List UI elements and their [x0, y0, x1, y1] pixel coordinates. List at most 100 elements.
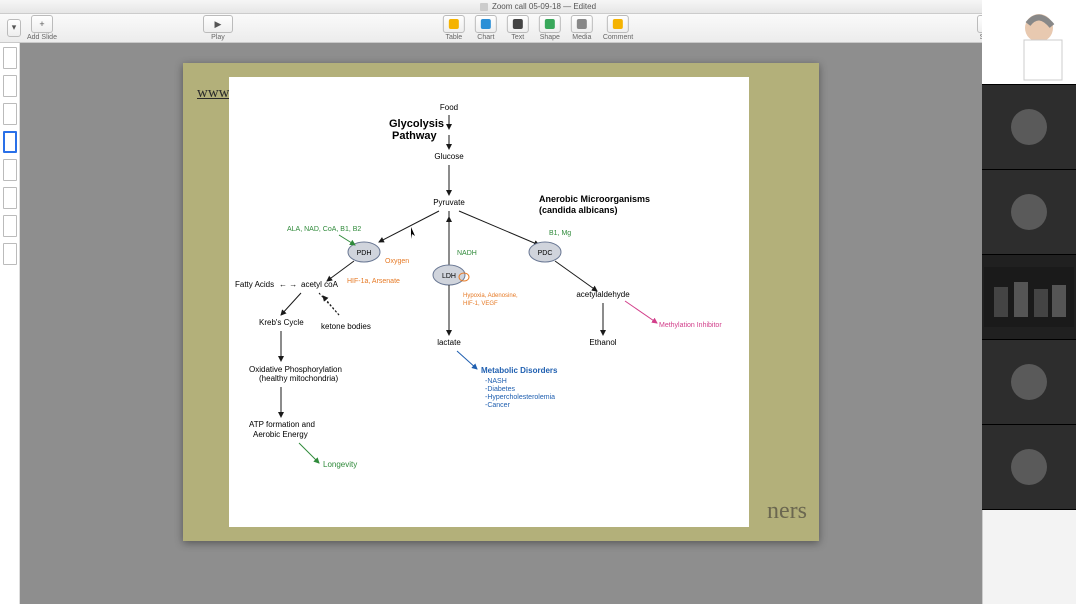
comment-label: Comment [603, 34, 633, 41]
node-krebs: Kreb's Cycle [259, 318, 304, 327]
media-label: Media [572, 34, 591, 41]
node-glucose: Glucose [434, 152, 464, 161]
center-toolbar: Table Chart Text Shape Media Comment [440, 15, 636, 41]
slide-thumbnail[interactable] [3, 75, 17, 97]
anno-nadh: NADH [457, 250, 477, 257]
node-atp1: ATP formation and [249, 420, 315, 429]
toolbar-comment: Comment [603, 15, 633, 41]
text-icon [513, 19, 523, 29]
chart-label: Chart [477, 34, 494, 41]
slide[interactable]: www [183, 63, 819, 541]
node-pdc: PDC [538, 250, 553, 257]
avatar-icon [1011, 194, 1047, 230]
diagram-svg: Glycolysis Pathway Food Glucose Pyruvate… [229, 77, 749, 527]
view-group: ▾ [7, 19, 21, 38]
slide-thumbnail[interactable] [3, 215, 17, 237]
slide-link-text: www [197, 85, 230, 102]
main-toolbar: ▾ + Add Slide ▶ Play Table Chart Text Shape… [0, 14, 1076, 43]
zoom-speaker-tile[interactable] [982, 0, 1076, 85]
chart-icon [481, 19, 491, 29]
slide-thumbnail[interactable] [3, 131, 17, 153]
play-button[interactable]: ▶ [203, 15, 233, 33]
node-food: Food [440, 103, 458, 112]
anno-b1mg: B1, Mg [549, 230, 571, 237]
anno-md4: -Cancer [485, 402, 511, 409]
diagram-title-2: Pathway [392, 130, 438, 142]
node-acetald: acetylaldehyde [576, 290, 630, 299]
node-fattyacids: Fatty Acids [235, 280, 274, 289]
anno-md3: -Hypercholesterolemia [485, 394, 555, 401]
node-anerobic-1: Anerobic Microorganisms [539, 194, 650, 204]
camera-feed [984, 267, 1074, 327]
node-anerobic-2: (candida albicans) [539, 205, 618, 215]
plus-icon: + [39, 19, 44, 29]
node-lactate: lactate [437, 338, 461, 347]
slide-thumbnail[interactable] [3, 103, 17, 125]
slide-thumbnail[interactable] [3, 187, 17, 209]
add-slide-group: + Add Slide [27, 15, 57, 41]
chart-button[interactable] [475, 15, 497, 33]
toolbar-shape: Shape [539, 15, 561, 41]
node-ldh: LDH [442, 273, 456, 280]
zoom-participant-tile[interactable] [982, 425, 1076, 510]
media-icon [577, 19, 587, 29]
anno-md2: -Diabetes [485, 386, 515, 393]
slide-thumbnail[interactable] [3, 47, 17, 69]
window-titlebar: Zoom call 05-09-18 — Edited [0, 0, 1076, 14]
toolbar-media: Media [571, 15, 593, 41]
media-button[interactable] [571, 15, 593, 33]
play-label: Play [211, 34, 225, 41]
node-atp2: Aerobic Energy [253, 430, 308, 439]
zoom-video-panel [982, 0, 1076, 510]
diagram: Glycolysis Pathway Food Glucose Pyruvate… [229, 77, 749, 527]
shape-icon [545, 19, 555, 29]
toolbar-table: Table [443, 15, 465, 41]
add-slide-label: Add Slide [27, 34, 57, 41]
table-icon [449, 19, 459, 29]
table-button[interactable] [443, 15, 465, 33]
window-title: Zoom call 05-09-18 — Edited [492, 2, 596, 11]
node-ketone: ketone bodies [321, 322, 371, 331]
node-pdh: PDH [357, 250, 372, 257]
anno-hif1: HIF-1a, Arsenate [347, 278, 400, 285]
node-pyruvate: Pyruvate [433, 198, 465, 207]
text-label: Text [511, 34, 524, 41]
cursor-icon [411, 227, 415, 239]
workspace: www [0, 43, 1076, 604]
avatar-icon [1011, 364, 1047, 400]
anno-hypoxia2: HIF-1, VEGF [463, 301, 498, 307]
chevron-down-icon: ▾ [12, 22, 17, 33]
shape-button[interactable] [539, 15, 561, 33]
diagram-title-1: Glycolysis [389, 118, 444, 130]
slide-canvas[interactable]: www [20, 43, 982, 604]
avatar-icon [1011, 109, 1047, 145]
anno-mdisorders: Metabolic Disorders [481, 366, 558, 375]
slide-corner-text: ners [767, 498, 807, 525]
node-methyl: Methylation Inhibitor [659, 322, 722, 329]
slide-thumbnail[interactable] [3, 243, 17, 265]
comment-button[interactable] [607, 15, 629, 33]
svg-text:← →: ← → [279, 280, 297, 289]
play-icon: ▶ [215, 19, 222, 30]
add-slide-button[interactable]: + [31, 15, 53, 33]
anno-cofactors: ALA, NAD, CoA, B1, B2 [287, 226, 361, 233]
node-acetylcoa: acetyl coA [301, 280, 339, 289]
document-icon [480, 3, 488, 11]
table-label: Table [445, 34, 462, 41]
host-image [984, 2, 1074, 82]
zoom-participant-tile[interactable] [982, 85, 1076, 170]
toolbar-chart: Chart [475, 15, 497, 41]
anno-md1: -NASH [485, 378, 507, 385]
slide-thumbnail[interactable] [3, 159, 17, 181]
zoom-participant-tile[interactable] [982, 170, 1076, 255]
avatar-icon [1011, 449, 1047, 485]
zoom-participant-tile[interactable] [982, 340, 1076, 425]
zoom-participant-camera[interactable] [982, 255, 1076, 340]
slide-thumbnails[interactable] [0, 43, 20, 604]
toolbar-text: Text [507, 15, 529, 41]
node-ethanol: Ethanol [589, 338, 616, 347]
play-group: ▶ Play [203, 15, 233, 41]
view-button[interactable]: ▾ [7, 19, 21, 37]
anno-hypoxia1: Hypoxia, Adenosine, [463, 293, 518, 299]
text-button[interactable] [507, 15, 529, 33]
